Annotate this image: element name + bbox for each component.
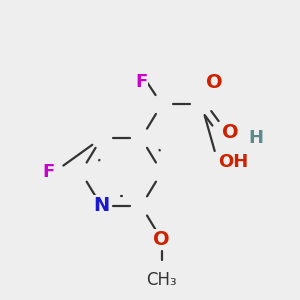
Text: CH₃: CH₃ <box>146 271 177 289</box>
Text: O: O <box>222 123 239 142</box>
Text: F: F <box>42 163 54 181</box>
Text: F: F <box>135 74 147 92</box>
Text: H: H <box>248 129 263 147</box>
Text: N: N <box>93 196 110 215</box>
Text: O: O <box>206 74 223 92</box>
Text: O: O <box>154 230 170 249</box>
Text: OH: OH <box>218 153 248 171</box>
